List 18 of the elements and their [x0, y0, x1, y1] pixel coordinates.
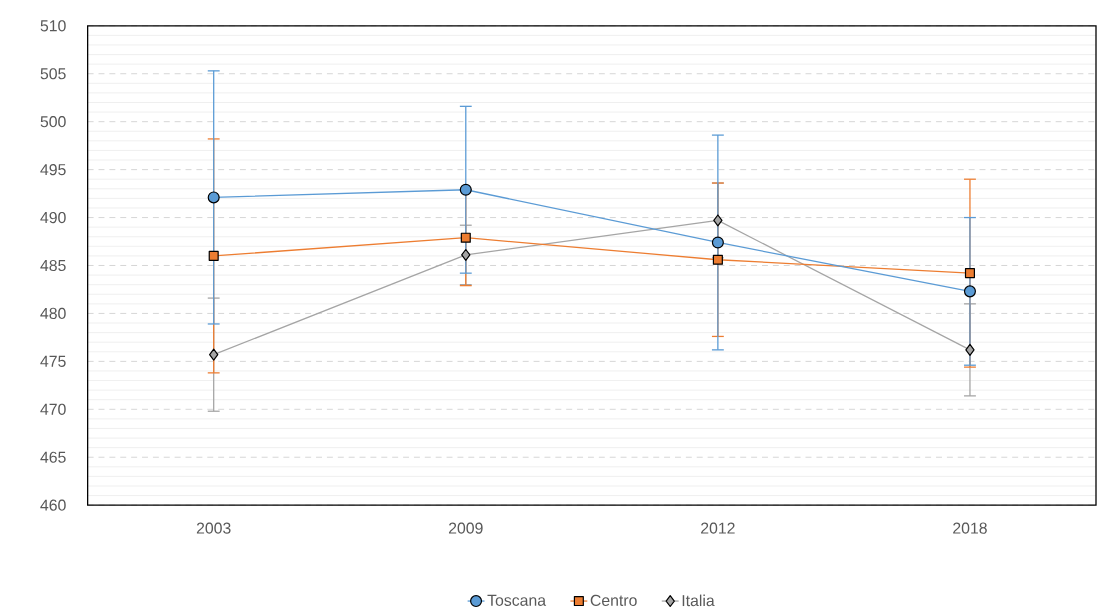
- y-tick-label: 505: [40, 67, 66, 80]
- x-tick-label: 2003: [196, 522, 231, 534]
- legend-label: Centro: [590, 594, 637, 606]
- y-tick-label: 480: [40, 307, 66, 319]
- y-tick-label: 485: [40, 259, 66, 271]
- x-tick-label: 2009: [448, 522, 483, 534]
- y-tick-label: 490: [40, 211, 66, 223]
- y-tick-label: 465: [40, 451, 66, 463]
- x-tick-label: 2018: [953, 522, 987, 534]
- y-tick-label: 460: [40, 499, 66, 511]
- legend-label: Italia: [682, 594, 715, 607]
- y-tick-label: 500: [40, 115, 66, 128]
- y-tick-label: 470: [40, 403, 66, 415]
- y-tick-label: 475: [40, 355, 66, 367]
- y-tick-label: 495: [40, 163, 66, 176]
- legend-label: Toscana: [487, 594, 547, 606]
- x-tick-label: 2012: [701, 522, 735, 534]
- y-tick-label: 510: [40, 20, 66, 32]
